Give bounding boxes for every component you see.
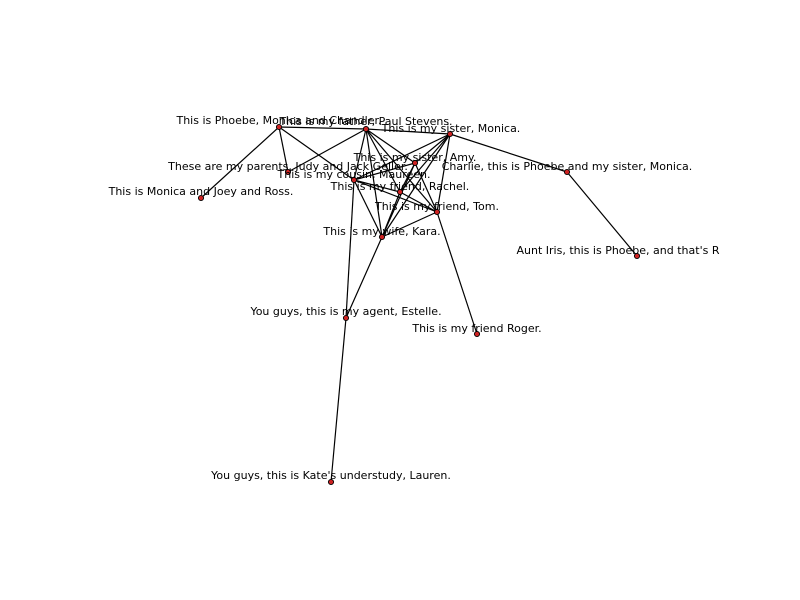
node-cousin_maureen	[350, 176, 358, 184]
node-agent_estelle	[342, 314, 350, 322]
edge-sister_monica-cousin_maureen	[353, 133, 451, 181]
node-label-phoebe_monica_chandler: This is Phoebe, Monica and Chandler.	[175, 114, 381, 127]
edge-father_paul-sister_amy	[365, 128, 416, 164]
node-friend_rachel	[396, 188, 404, 196]
graph-edges	[200, 126, 638, 483]
node-charlie_phoebe	[563, 168, 571, 176]
node-friend_roger	[473, 330, 481, 338]
edge-cousin_maureen-friend_tom	[353, 179, 438, 213]
node-label-understudy_lauren: You guys, this is Kate's understudy, Lau…	[210, 469, 451, 482]
edge-sister_monica-charlie_phoebe	[449, 133, 568, 173]
edge-father_paul-parents_judy_jack	[287, 128, 367, 173]
node-label-wife_kara: This is my wife, Kara.	[322, 225, 440, 238]
edge-father_paul-sister_monica	[365, 128, 451, 135]
node-wife_kara	[378, 233, 386, 241]
node-label-cousin_maureen: This is my cousin, Maureen.	[277, 168, 431, 181]
node-label-friend_roger: This is my friend Roger.	[411, 322, 541, 335]
node-friend_tom	[433, 208, 441, 216]
node-label-friend_tom: This is my friend, Tom.	[374, 200, 499, 213]
node-label-parents_judy_jack: These are my parents, Judy and Jack Gell…	[167, 160, 408, 173]
node-label-friend_rachel: This is my friend, Rachel.	[330, 180, 470, 193]
edge-father_paul-friend_tom	[365, 128, 438, 213]
edge-phoebe_monica_chandler-cousin_maureen	[278, 126, 355, 181]
edge-sister_monica-friend_rachel	[399, 133, 451, 193]
node-label-agent_estelle: You guys, this is my agent, Estelle.	[249, 305, 441, 318]
node-label-sister_monica: This is my sister, Monica.	[381, 122, 521, 135]
edge-phoebe_monica_chandler-father_paul	[278, 126, 367, 130]
edge-cousin_maureen-sister_amy	[353, 162, 416, 181]
edge-father_paul-wife_kara	[365, 128, 383, 238]
edge-sister_monica-sister_amy	[414, 133, 451, 164]
edge-sister_monica-friend_tom	[436, 133, 451, 213]
edge-agent_estelle-understudy_lauren	[330, 317, 347, 483]
edge-father_paul-cousin_maureen	[353, 128, 367, 181]
edge-friend_tom-wife_kara	[381, 211, 438, 238]
edge-phoebe_monica_chandler-monica_joey_ross	[200, 126, 280, 199]
node-sister_monica	[446, 130, 454, 138]
graph-labels: This is Phoebe, Monica and Chandler.This…	[108, 114, 720, 482]
node-phoebe_monica_chandler	[275, 123, 283, 131]
node-label-father_paul: This is my father, Paul Stevens.	[278, 115, 452, 128]
node-understudy_lauren	[327, 478, 335, 486]
node-monica_joey_ross	[197, 194, 205, 202]
node-parents_judy_jack	[284, 168, 292, 176]
node-label-charlie_phoebe: Charlie, this is Phoebe and my sister, M…	[442, 160, 693, 173]
edge-cousin_maureen-agent_estelle	[345, 179, 355, 319]
edge-sister_amy-friend_tom	[414, 162, 438, 213]
node-father_paul	[362, 125, 370, 133]
edge-phoebe_monica_chandler-parents_judy_jack	[278, 126, 289, 173]
edge-cousin_maureen-friend_rachel	[353, 179, 401, 193]
edge-charlie_phoebe-aunt_iris	[566, 171, 638, 257]
edge-friend_rachel-friend_tom	[399, 191, 438, 213]
node-label-monica_joey_ross: This is Monica and Joey and Ross.	[108, 185, 294, 198]
edge-sister_monica-wife_kara	[381, 133, 451, 238]
node-label-sister_amy: This is my sister, Amy.	[353, 151, 477, 164]
graph-nodes	[197, 123, 641, 486]
edge-friend_tom-friend_roger	[436, 211, 478, 335]
node-aunt_iris	[633, 252, 641, 260]
node-sister_amy	[411, 159, 419, 167]
edge-wife_kara-agent_estelle	[345, 236, 383, 319]
edge-cousin_maureen-wife_kara	[353, 179, 383, 238]
edge-father_paul-friend_rachel	[365, 128, 401, 193]
node-label-aunt_iris: Aunt Iris, this is Phoebe, and that's R	[517, 244, 720, 257]
edge-friend_rachel-wife_kara	[381, 191, 401, 238]
